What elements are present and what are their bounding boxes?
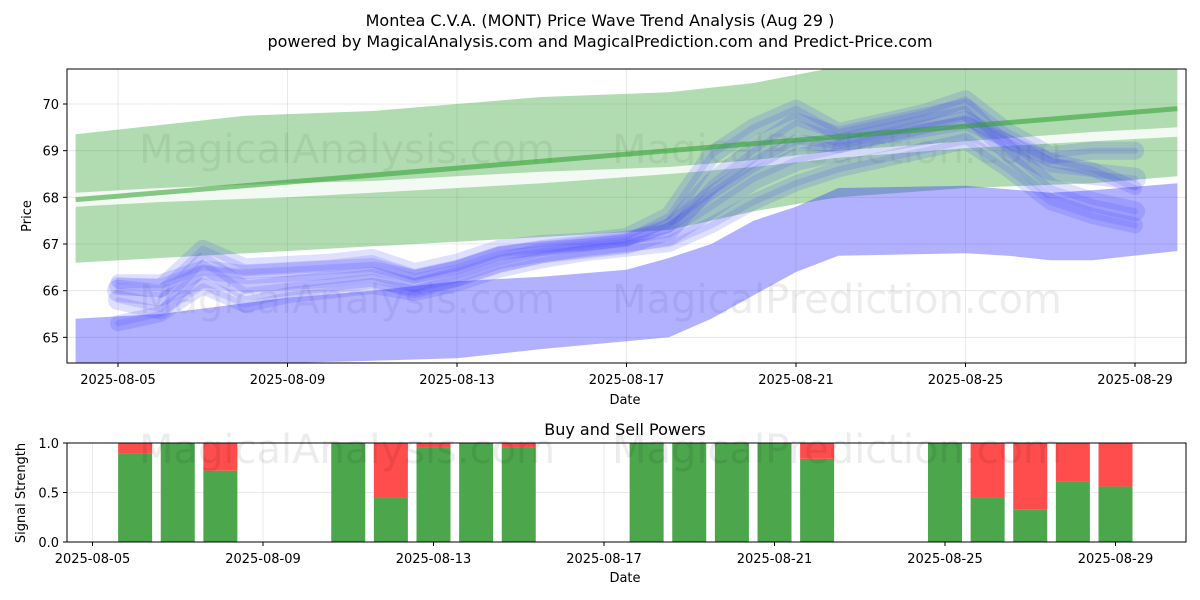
buy-bar — [331, 443, 366, 542]
x-tick-label: 2025-08-21 — [737, 552, 813, 567]
blue-wave-line — [109, 90, 1144, 298]
y-tick-label: 69 — [42, 145, 59, 160]
buy-bar — [118, 453, 153, 542]
sell-bar — [800, 443, 835, 459]
green-band — [75, 69, 1178, 263]
x-tick-label: 2025-08-13 — [419, 373, 495, 388]
sell-bar — [970, 443, 1005, 498]
signal-plot: MagicalAnalysis.com MagicalPrediction.com… — [38, 427, 1187, 567]
watermark-text: MagicalPrediction.com — [612, 277, 1062, 323]
x-tick-label: 2025-08-29 — [1097, 373, 1173, 388]
x-tick-label: 2025-08-09 — [250, 373, 326, 388]
plot-area — [75, 69, 1178, 363]
top-y-axis-label: Price — [20, 200, 35, 232]
blue-wave-line — [111, 111, 1142, 289]
buy-bar — [800, 458, 835, 542]
bottom-x-axis-label: Date — [609, 571, 640, 586]
x-tick-label: 2025-08-05 — [55, 552, 131, 567]
sell-bar — [1013, 443, 1048, 510]
buy-bar — [501, 447, 536, 542]
blue-wave-line — [110, 133, 1143, 332]
y-tick-label: 0.0 — [38, 536, 59, 551]
sell-bar — [1098, 443, 1133, 487]
x-tick-label: 2025-08-29 — [1078, 552, 1154, 567]
blue-wave-line — [108, 98, 1145, 320]
green-trend-line — [75, 106, 1178, 203]
buy-bar — [970, 497, 1005, 542]
watermark-text: MagicalAnalysis.com — [139, 277, 555, 323]
y-tick-label: 68 — [42, 191, 59, 206]
sell-bar — [118, 443, 153, 454]
buy-bar — [1013, 509, 1048, 542]
x-tick-label: 2025-08-09 — [225, 552, 301, 567]
buy-bar — [459, 443, 494, 542]
buy-bar — [373, 497, 408, 542]
y-tick-label: 66 — [42, 285, 59, 300]
x-tick-label: 2025-08-17 — [566, 552, 642, 567]
sell-bar — [501, 443, 536, 448]
top-x-axis-label: Date — [609, 393, 640, 408]
buy-bar — [757, 443, 792, 542]
buy-bar — [416, 447, 451, 542]
x-tick-label: 2025-08-17 — [589, 373, 665, 388]
x-tick-label: 2025-08-25 — [907, 552, 983, 567]
buy-bar — [672, 443, 707, 542]
buy-bar — [928, 443, 962, 542]
buy-bar — [203, 470, 238, 542]
green-band-gap — [75, 127, 1178, 207]
price-plot: MagicalAnalysis.com MagicalPrediction.com… — [42, 68, 1187, 388]
sell-bar — [373, 443, 408, 498]
buy-bar — [714, 443, 749, 542]
y-tick-label: 65 — [42, 331, 59, 346]
buy-bar — [1055, 481, 1090, 542]
y-tick-label: 70 — [42, 98, 59, 113]
y-tick-label: 0.5 — [38, 487, 59, 502]
sell-bar — [203, 443, 238, 471]
y-tick-label: 67 — [42, 238, 59, 253]
buy-bar — [160, 443, 195, 542]
blue-wave-core — [115, 105, 1138, 313]
blue-band — [75, 183, 1178, 363]
bottom-y-axis-label: Signal Strength — [14, 443, 29, 543]
x-tick-label: 2025-08-05 — [80, 373, 156, 388]
watermark-text: MagicalAnalysis.com — [139, 427, 555, 473]
x-tick-label: 2025-08-13 — [396, 552, 472, 567]
watermark-text: MagicalPrediction.com — [612, 427, 1062, 473]
chart-subtitle: powered by MagicalAnalysis.com and Magic… — [267, 32, 932, 51]
chart-title: Montea C.V.A. (MONT) Price Wave Trend An… — [366, 11, 835, 30]
blue-wave-core — [115, 138, 1138, 327]
blue-wave-core — [115, 96, 1138, 292]
x-tick-label: 2025-08-21 — [758, 373, 834, 388]
y-tick-label: 1.0 — [38, 437, 59, 452]
buy-bar — [629, 443, 664, 542]
sell-bar — [1055, 443, 1090, 482]
blue-wave-core — [115, 115, 1138, 285]
x-tick-label: 2025-08-25 — [928, 373, 1004, 388]
buy-bar — [1098, 486, 1133, 542]
bottom-chart-title: Buy and Sell Powers — [544, 420, 706, 439]
sell-bar — [416, 443, 451, 448]
